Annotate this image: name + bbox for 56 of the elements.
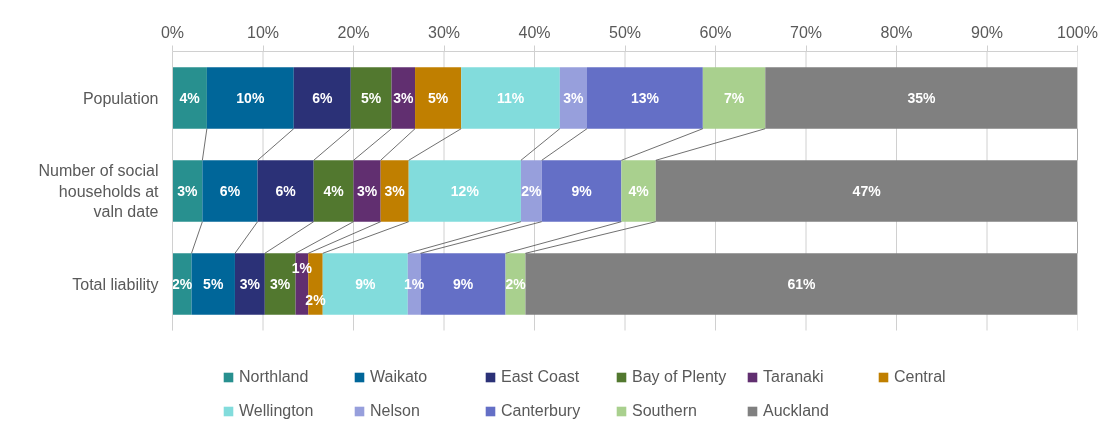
data-label: 3% <box>239 276 261 292</box>
legend-label: Wellington <box>239 401 315 421</box>
data-label: 5% <box>361 90 382 106</box>
data-label: 10% <box>236 90 265 106</box>
y-tick-label: Total liability <box>72 275 159 293</box>
data-label: 47% <box>852 183 882 199</box>
data-label: 12% <box>450 183 480 199</box>
legend-label: Northland <box>239 367 310 387</box>
x-tick-label: 80% <box>880 23 913 41</box>
data-label: 6% <box>275 183 297 199</box>
x-tick-label: 0% <box>160 23 185 41</box>
x-tick-label: 20% <box>337 23 370 41</box>
data-label: 9% <box>452 276 474 292</box>
data-label: 6% <box>312 90 333 106</box>
data-label: 2% <box>171 276 193 292</box>
legend-label: Bay of Plenty <box>632 367 728 387</box>
data-label: 13% <box>630 90 660 106</box>
data-label: 7% <box>723 90 745 106</box>
x-tick-label: 90% <box>970 23 1004 41</box>
x-tick-label: 100% <box>1057 23 1098 41</box>
legend-label: Nelson <box>370 401 421 421</box>
x-tick-label: 40% <box>518 23 551 41</box>
data-label: 35% <box>907 90 936 106</box>
x-tick-label: 10% <box>246 23 280 41</box>
data-label: 1% <box>291 260 313 277</box>
data-label: 3% <box>356 183 378 199</box>
legend-label: Canterbury <box>501 401 582 421</box>
x-tick-label: 50% <box>608 23 642 41</box>
x-tick-label: 30% <box>427 23 461 41</box>
data-label: 2% <box>505 276 527 292</box>
data-label: 9% <box>571 183 593 199</box>
data-label: 5% <box>203 276 224 292</box>
data-label: 3% <box>384 183 406 199</box>
data-label: 11% <box>496 90 525 106</box>
legend-label: Taranaki <box>763 367 825 387</box>
data-label: 3% <box>393 90 414 106</box>
data-label: 5% <box>428 90 449 106</box>
legend-label: Central <box>894 367 947 387</box>
y-tick-label: Population <box>82 89 159 107</box>
data-label: 61% <box>787 276 817 292</box>
y-tick-label: Number of social households at valn date <box>38 162 160 220</box>
legend-label: East Coast <box>501 367 581 387</box>
data-label: 3% <box>270 276 291 292</box>
data-label: 3% <box>563 90 585 106</box>
legend-label: Auckland <box>763 401 830 421</box>
data-label: 3% <box>177 183 199 199</box>
data-label: 2% <box>521 183 542 199</box>
legend-label: Waikato <box>370 367 429 387</box>
data-label: 4% <box>323 183 345 199</box>
x-tick-label: 70% <box>789 23 823 41</box>
data-label: 6% <box>219 183 241 199</box>
data-label: 4% <box>628 183 650 199</box>
legend-label: Southern <box>632 401 698 421</box>
data-label: 4% <box>179 90 201 106</box>
data-label: 9% <box>355 276 376 292</box>
x-tick-label: 60% <box>699 23 732 41</box>
